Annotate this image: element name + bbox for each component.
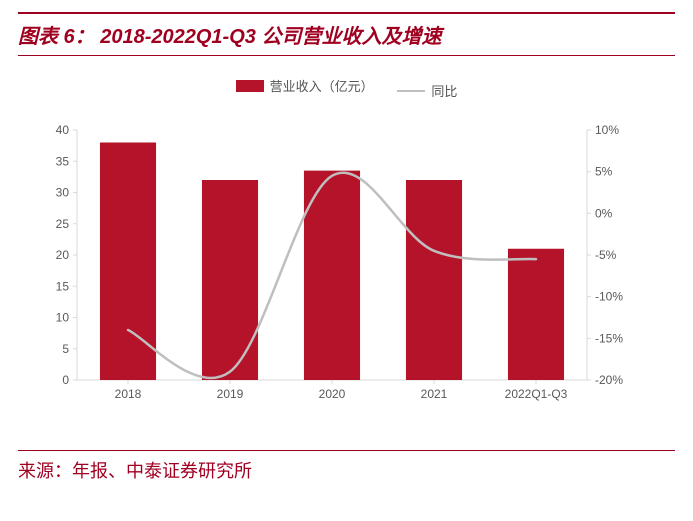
svg-text:35: 35 (55, 154, 69, 168)
title-bar: 图表 6： 2018-2022Q1-Q3 公司营业收入及增速 (18, 12, 675, 56)
bar (201, 180, 257, 380)
svg-text:-20%: -20% (595, 373, 623, 387)
svg-text:0: 0 (62, 373, 69, 387)
svg-text:2018: 2018 (114, 387, 141, 401)
legend-swatch-bar-icon (236, 80, 264, 92)
svg-text:30: 30 (55, 186, 69, 200)
chart-area: 0 5 10 15 20 25 30 35 40 -20% -15% -10% -5% 0% 5% 10% 20… (37, 120, 657, 420)
svg-text:40: 40 (55, 123, 69, 137)
source-text: 来源：年报、中泰证券研究所 (18, 457, 675, 483)
svg-text:10: 10 (55, 311, 69, 325)
legend-item-bar: 营业收入（亿元） (236, 76, 374, 95)
svg-text:2022Q1-Q3: 2022Q1-Q3 (504, 387, 567, 401)
svg-text:2020: 2020 (318, 387, 345, 401)
legend-swatch-line-icon (397, 90, 425, 92)
svg-text:5: 5 (62, 342, 69, 356)
svg-text:10%: 10% (595, 123, 619, 137)
svg-text:20: 20 (55, 248, 69, 262)
legend-bar-label: 营业收入（亿元） (270, 76, 374, 95)
svg-text:5%: 5% (595, 165, 613, 179)
legend-item-line: 同比 (397, 81, 457, 100)
svg-text:-10%: -10% (595, 290, 623, 304)
bar (507, 249, 563, 380)
bar (405, 180, 461, 380)
chart-title: 图表 6： 2018-2022Q1-Q3 公司营业收入及增速 (18, 20, 675, 49)
chart-svg: 0 5 10 15 20 25 30 35 40 -20% -15% -10% -5% 0% 5% 10% 20… (37, 120, 637, 410)
svg-text:15: 15 (55, 279, 69, 293)
svg-text:25: 25 (55, 217, 69, 231)
svg-text:-15%: -15% (595, 331, 623, 345)
svg-text:2021: 2021 (420, 387, 447, 401)
legend-line-label: 同比 (431, 81, 457, 100)
source-bar: 来源：年报、中泰证券研究所 (18, 450, 675, 483)
legend: 营业收入（亿元） 同比 (18, 76, 675, 100)
figure-container: 图表 6： 2018-2022Q1-Q3 公司营业收入及增速 营业收入（亿元） … (0, 0, 693, 521)
svg-text:0%: 0% (595, 206, 613, 220)
svg-text:-5%: -5% (595, 248, 617, 262)
svg-text:2019: 2019 (216, 387, 243, 401)
